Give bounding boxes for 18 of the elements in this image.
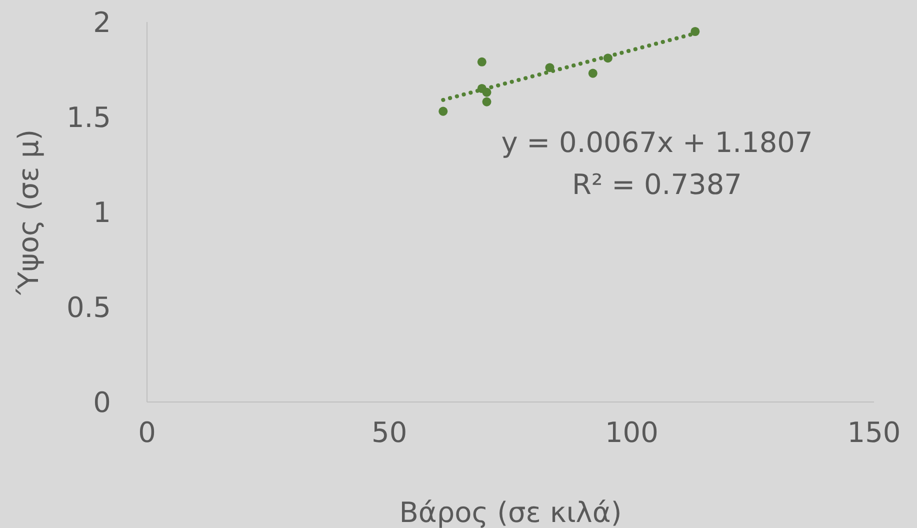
y-tick-label: 2 [93, 6, 111, 39]
x-tick-label: 100 [604, 416, 658, 449]
y-tick-label: 0.5 [66, 290, 111, 324]
point [438, 106, 448, 116]
y-tick-label: 1 [93, 196, 111, 229]
point [690, 26, 700, 36]
annotation: R² = 0.7387 [571, 168, 743, 201]
point [482, 97, 492, 106]
point [588, 68, 598, 78]
y-tick-label: 1.5 [66, 100, 111, 134]
x-tick-label: 50 [372, 416, 408, 449]
x-tick-label: 150 [847, 416, 901, 449]
y-tick-label: 0 [93, 386, 111, 419]
x-tick-label: 0 [138, 416, 156, 449]
point [477, 57, 486, 66]
x-axis-title: Βάρος (σε κιλά) [399, 496, 622, 528]
annotation: y = 0.0067x + 1.1807 [500, 126, 814, 159]
y-axis-title: Ύψος (σε μ) [12, 129, 45, 296]
